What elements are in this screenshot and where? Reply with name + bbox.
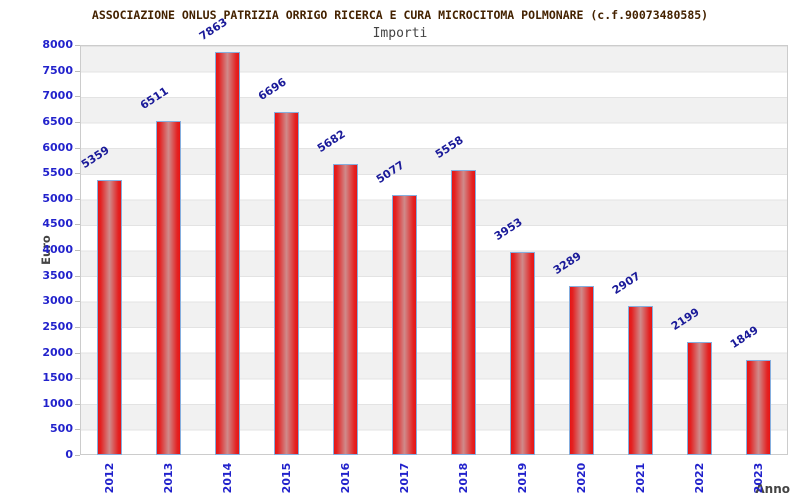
x-axis-tick-label: 2017	[397, 462, 411, 494]
bar	[333, 164, 358, 455]
chart-title: ASSOCIAZIONE ONLUS PATRIZIA ORRIGO RICER…	[91, 8, 709, 22]
x-axis-tick-label: 2022	[692, 462, 706, 494]
x-axis-tick-label: 2019	[515, 462, 529, 494]
y-axis-tick-label: 5500	[42, 166, 73, 180]
bar	[392, 195, 417, 455]
y-axis-tick-mark	[75, 173, 80, 174]
y-axis-tick-label: 1500	[42, 371, 73, 385]
y-axis-tick-mark	[75, 276, 80, 277]
y-axis-tick-label: 1000	[42, 396, 73, 410]
y-axis-tick-mark	[75, 199, 80, 200]
y-axis-tick-label: 3500	[42, 268, 73, 282]
y-axis-tick-mark	[75, 224, 80, 225]
bar	[628, 306, 653, 455]
y-axis-tick-label: 6500	[42, 114, 73, 128]
bar	[746, 360, 771, 455]
y-axis-tick-label: 0	[65, 448, 73, 461]
chart-subtitle: Importi	[372, 26, 428, 41]
y-axis-tick-mark	[75, 404, 80, 405]
y-axis-tick-label: 2000	[42, 345, 73, 359]
y-axis-tick-mark	[75, 250, 80, 251]
x-axis-title: Anno	[755, 482, 790, 496]
bar	[97, 180, 122, 455]
y-axis-tick-mark	[75, 45, 80, 46]
y-axis-tick-mark	[75, 122, 80, 123]
y-axis-tick-mark	[75, 353, 80, 354]
y-axis-tick-mark	[75, 301, 80, 302]
y-axis-tick-label: 6000	[42, 140, 73, 154]
x-axis-tick-label: 2020	[574, 462, 588, 494]
y-axis-tick-mark	[75, 429, 80, 430]
x-axis-tick-label: 2013	[161, 462, 175, 494]
y-axis-tick-label: 4500	[42, 217, 73, 231]
y-axis-tick-mark	[75, 378, 80, 379]
x-axis-tick-label: 2016	[338, 462, 352, 494]
x-axis-tick-label: 2015	[279, 462, 293, 494]
bar	[687, 342, 712, 455]
y-axis-tick-label: 5000	[42, 191, 73, 205]
y-axis-tick-mark	[75, 148, 80, 149]
bar	[156, 121, 181, 455]
bar	[451, 170, 476, 455]
x-axis-tick-label: 2018	[456, 462, 470, 494]
bar	[569, 286, 594, 455]
y-axis-tick-label: 7000	[42, 89, 73, 103]
y-axis-tick-mark	[75, 96, 80, 97]
bar	[215, 52, 240, 455]
y-axis-tick-label: 7500	[42, 63, 73, 77]
y-axis-tick-label: 3000	[42, 294, 73, 308]
plot-area	[80, 45, 788, 455]
y-axis-tick-label: 4000	[42, 243, 73, 256]
bar	[510, 252, 535, 455]
x-axis-tick-label: 2012	[102, 462, 116, 494]
x-axis-tick-label: 2014	[220, 462, 234, 494]
y-axis-tick-mark	[75, 455, 80, 456]
bar	[274, 112, 299, 455]
y-axis-tick-label: 8000	[42, 38, 73, 51]
y-axis-tick-mark	[75, 327, 80, 328]
y-axis-tick-label: 500	[50, 422, 73, 436]
x-axis-tick-label: 2021	[633, 462, 647, 494]
y-axis-tick-mark	[75, 71, 80, 72]
y-axis-tick-label: 2500	[42, 319, 73, 333]
x-axis-tick-label: 2023	[751, 462, 765, 494]
